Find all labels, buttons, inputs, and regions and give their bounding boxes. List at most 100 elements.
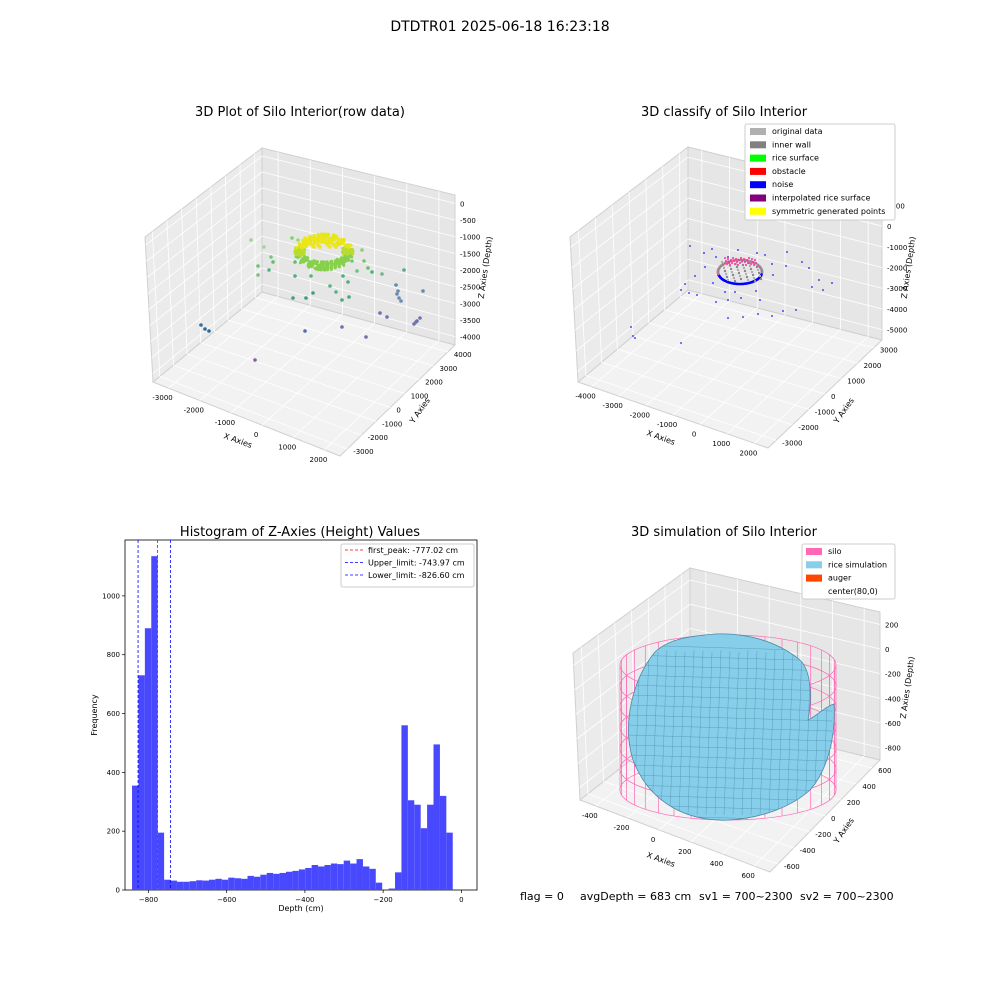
simulation-legend: silo rice simulation auger center(80,0) xyxy=(801,543,896,600)
raw-scatter-point xyxy=(362,259,366,263)
raw-scatter-point xyxy=(340,325,344,329)
raw-scatter-point xyxy=(396,289,400,293)
raw-blob-point xyxy=(293,249,297,253)
classify-interp-point xyxy=(748,257,750,259)
histogram-bar xyxy=(343,860,351,890)
rice-mesh-line xyxy=(628,714,833,722)
classify-wall-point xyxy=(755,265,759,269)
classify-legend-label: inner wall xyxy=(772,140,811,149)
classify-noise-point xyxy=(818,279,820,281)
classify-wall-point xyxy=(724,272,728,276)
classify-interp-point xyxy=(738,259,740,261)
raw-scatter-point xyxy=(402,268,406,272)
classify-legend-label: obstacle xyxy=(772,167,806,176)
raw-floor-grid-y xyxy=(214,330,405,394)
raw-scatter-point xyxy=(397,296,401,300)
classify-wall-point xyxy=(744,272,748,276)
classify-y-tick: -3000 xyxy=(782,439,802,447)
classify-interp-point xyxy=(729,264,731,266)
classify-noise-point xyxy=(771,263,773,265)
classify-left-grid-y xyxy=(628,191,634,337)
classify-x-tick: 1000 xyxy=(712,440,730,448)
classify-wall-point xyxy=(750,270,754,274)
histogram-bar xyxy=(228,877,235,890)
classify-grid xyxy=(570,150,883,444)
classify-ring-point xyxy=(760,270,764,273)
histogram-bar xyxy=(369,868,376,890)
classify-left-grid-y xyxy=(645,179,650,323)
classify-noise-point xyxy=(757,313,759,315)
histogram-bar xyxy=(407,800,415,890)
simulation-z-axis-label: Z Axies (Depth) xyxy=(899,656,917,719)
classify-y-tick: -2000 xyxy=(798,424,818,432)
simulation-rice-surface xyxy=(628,633,835,821)
classify-interp-point xyxy=(745,264,747,266)
classify-noise-point xyxy=(786,251,788,253)
histogram-bar xyxy=(318,866,325,890)
raw-x-tick: 1000 xyxy=(278,444,296,452)
classify-noise-point xyxy=(831,282,833,284)
raw-z-tick: 0 xyxy=(460,200,464,208)
raw-blob-point xyxy=(312,233,316,237)
simulation-z-ticks: 200 0 -200 -400 -600 -800 xyxy=(885,621,901,752)
raw-scatter-point xyxy=(262,245,266,249)
histogram-bar xyxy=(298,869,306,890)
histogram-y-tick-label: 600 xyxy=(107,710,120,718)
raw-blob-point xyxy=(325,268,330,272)
raw-floor-grid-y xyxy=(255,297,448,353)
histogram-legend-label: Upper_limit: -743.97 cm xyxy=(368,559,465,568)
classify-wall-point xyxy=(726,278,730,282)
classify-z-tick: -5000 xyxy=(887,327,907,335)
classify-z-tick: -2000 xyxy=(887,265,907,273)
rice-mesh-line xyxy=(669,650,677,816)
raw-left-grid-y xyxy=(254,153,256,298)
classify-noise-point xyxy=(811,286,813,288)
raw-blob-point xyxy=(322,268,327,272)
classify-wall-point xyxy=(758,274,762,278)
raw-scatter-point xyxy=(414,320,418,324)
status-sv1: sv1 = 700~2300 xyxy=(699,890,793,903)
status-sv2: sv2 = 700~2300 xyxy=(800,890,894,903)
raw-y-tick: -3000 xyxy=(353,448,373,456)
status-flag: flag = 0 xyxy=(520,890,564,903)
rice-mesh-line xyxy=(678,651,686,816)
simulation-y-tick: 600 xyxy=(878,767,891,775)
histogram-bar xyxy=(375,882,383,890)
histogram-bar xyxy=(176,881,184,890)
classify-noise-point xyxy=(711,248,713,250)
classify-wall-point xyxy=(741,263,745,267)
classify-noise-point xyxy=(703,252,705,254)
raw-scatter-point xyxy=(364,335,368,339)
classify-legend-swatch xyxy=(750,181,766,189)
simulation-x-tick: 600 xyxy=(741,872,754,880)
classify-wall-point xyxy=(743,269,747,273)
classify-interp-point xyxy=(739,262,741,264)
raw-scatter-point xyxy=(311,291,315,295)
classify-legend: original data inner wall rice surface obsta… xyxy=(744,123,896,221)
classify-interp-point xyxy=(726,263,728,265)
raw-z-tick: -2000 xyxy=(460,267,480,275)
classify-noise-point xyxy=(822,289,824,291)
classify-interp-point xyxy=(736,261,738,263)
raw-floor-grid-x xyxy=(292,331,408,438)
raw-blob-top-point xyxy=(316,239,320,243)
histogram-legend: first_peak: -777.02 cm Upper_limit: -743.… xyxy=(340,543,475,588)
raw-blob-point xyxy=(347,245,351,249)
classify-panel-title: 3D classify of Silo Interior xyxy=(641,105,808,120)
raw-scatter-point xyxy=(346,280,350,284)
histogram-bar xyxy=(337,864,344,890)
classify-wall-point xyxy=(725,275,729,279)
histogram-bar xyxy=(241,878,248,890)
classify-x-tick: -1000 xyxy=(657,421,677,429)
raw-blob-point xyxy=(306,262,310,266)
raw-x-tick: -2000 xyxy=(184,407,204,415)
histogram-bar xyxy=(151,556,158,890)
raw-z-tick: -3000 xyxy=(460,300,480,308)
simulation-y-tick: -600 xyxy=(784,863,800,871)
histogram-bar xyxy=(273,873,280,890)
histogram-bar xyxy=(215,878,222,890)
classify-noise-point xyxy=(782,310,784,312)
classify-noise-point xyxy=(737,249,739,251)
histogram-x-tick-label: −200 xyxy=(374,896,393,904)
raw-floor-grid-x xyxy=(199,304,311,401)
